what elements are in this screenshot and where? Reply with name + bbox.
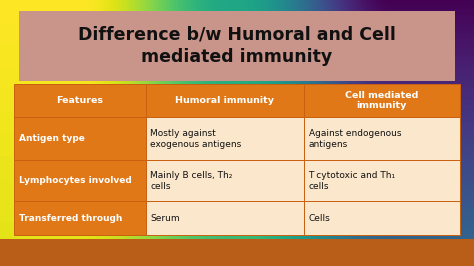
Bar (146, 160, 304, 201)
Bar (14, 117, 146, 160)
Bar (146, 201, 304, 235)
Bar (146, 117, 304, 160)
Bar (19, 11, 455, 81)
Bar (14, 84, 146, 117)
Bar (304, 160, 460, 201)
Bar (304, 201, 460, 235)
Bar (146, 84, 304, 117)
Bar (14, 160, 146, 201)
Text: T cytotoxic and Th₁
cells: T cytotoxic and Th₁ cells (309, 171, 396, 191)
Text: Transferred through: Transferred through (19, 214, 122, 223)
Bar (14, 201, 146, 235)
Text: Humoral immunity: Humoral immunity (175, 96, 274, 105)
Text: Mainly B cells, Th₂
cells: Mainly B cells, Th₂ cells (150, 171, 233, 191)
Text: Cells: Cells (309, 214, 330, 223)
Bar (304, 117, 460, 160)
Text: Features: Features (56, 96, 103, 105)
Text: Difference b/w Humoral and Cell
mediated immunity: Difference b/w Humoral and Cell mediated… (78, 26, 396, 66)
Text: Lymphocytes involved: Lymphocytes involved (19, 176, 132, 185)
Text: Serum: Serum (150, 214, 180, 223)
Text: Against endogenous
antigens: Against endogenous antigens (309, 129, 401, 149)
Bar (304, 84, 460, 117)
Text: Antigen type: Antigen type (19, 134, 85, 143)
Text: Mostly against
exogenous antigens: Mostly against exogenous antigens (150, 129, 242, 149)
Text: Cell mediated
immunity: Cell mediated immunity (345, 91, 419, 110)
Bar (0, 239, 474, 266)
